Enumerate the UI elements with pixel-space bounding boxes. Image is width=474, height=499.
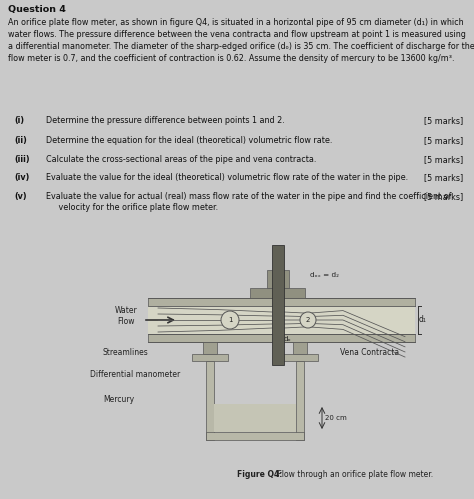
Text: (iv): (iv) [14, 173, 29, 182]
Text: [5 marks]: [5 marks] [424, 173, 463, 182]
Text: 20 cm: 20 cm [325, 415, 347, 421]
Bar [148, 298, 415, 306]
Bar [203, 342, 217, 354]
Bar [272, 245, 284, 365]
Bar [214, 404, 296, 432]
Bar [148, 306, 415, 334]
Bar [206, 432, 304, 440]
Text: Figure Q4:: Figure Q4: [237, 470, 283, 479]
Text: Vena Contracta: Vena Contracta [340, 348, 399, 357]
Text: Flow through an orifice plate flow meter.: Flow through an orifice plate flow meter… [275, 470, 433, 479]
Text: Differential manometer: Differential manometer [90, 370, 180, 379]
Bar [148, 334, 415, 342]
Text: (ii): (ii) [14, 136, 27, 145]
Circle shape [221, 311, 239, 329]
Text: (v): (v) [14, 192, 27, 201]
Bar [296, 361, 304, 440]
Text: Streamlines: Streamlines [103, 348, 149, 357]
Text: Determine the equation for the ideal (theoretical) volumetric flow rate.: Determine the equation for the ideal (th… [46, 136, 332, 145]
Text: Determine the pressure difference between points 1 and 2.: Determine the pressure difference betwee… [46, 116, 285, 125]
Text: Calculate the cross-sectional areas of the pipe and vena contracta.: Calculate the cross-sectional areas of t… [46, 155, 316, 164]
Text: An orifice plate flow meter, as shown in figure Q4, is situated in a horizontal : An orifice plate flow meter, as shown in… [8, 18, 474, 63]
Text: Question 4: Question 4 [8, 5, 66, 14]
Bar [293, 342, 307, 354]
Text: [5 marks]: [5 marks] [424, 192, 463, 201]
Text: Evaluate the value for actual (real) mass flow rate of the water in the pipe and: Evaluate the value for actual (real) mas… [46, 192, 452, 213]
Text: Evaluate the value for the ideal (theoretical) volumetric flow rate of the water: Evaluate the value for the ideal (theore… [46, 173, 408, 182]
Bar [250, 288, 306, 298]
Text: 1: 1 [228, 317, 232, 323]
Text: (i): (i) [14, 116, 24, 125]
Text: dₒₓ = d₂: dₒₓ = d₂ [310, 272, 339, 278]
Bar [267, 270, 289, 288]
Text: Water
Flow: Water Flow [115, 306, 137, 326]
Text: Mercury: Mercury [103, 395, 134, 404]
Text: d₁: d₁ [419, 315, 427, 324]
Text: [5 marks]: [5 marks] [424, 136, 463, 145]
Text: 2: 2 [306, 317, 310, 323]
Text: [5 marks]: [5 marks] [424, 155, 463, 164]
Text: dₒ: dₒ [284, 336, 292, 342]
Bar [192, 354, 228, 361]
Text: [5 marks]: [5 marks] [424, 116, 463, 125]
Text: (iii): (iii) [14, 155, 29, 164]
Circle shape [300, 312, 316, 328]
Bar [206, 361, 214, 440]
Bar [282, 354, 318, 361]
